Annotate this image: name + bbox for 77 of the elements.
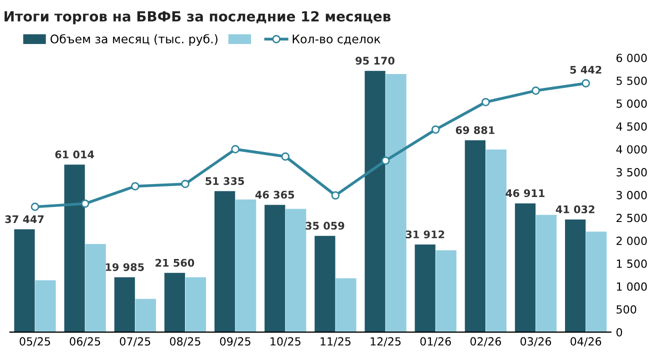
point <box>431 125 440 134</box>
bar <box>264 204 286 332</box>
y2-tick-label: 6 000 <box>616 54 647 62</box>
y2-tick-label: 1 500 <box>616 260 647 268</box>
bar <box>14 229 35 332</box>
point <box>80 199 90 208</box>
x-tick-label: 03/26 <box>520 337 552 346</box>
y2-tick-label: 5 500 <box>616 76 647 86</box>
bar <box>135 298 156 332</box>
bar <box>514 203 536 332</box>
bar <box>85 244 106 332</box>
bar <box>314 236 336 332</box>
x-tick-label: 09/25 <box>220 337 250 346</box>
data-label: 46 365 <box>255 190 294 199</box>
data-label: 61 014 <box>55 150 94 158</box>
data-label: 95 170 <box>356 56 394 65</box>
bar <box>236 200 256 332</box>
point <box>181 180 190 188</box>
data-label: 51 335 <box>206 177 244 185</box>
bar <box>64 164 85 332</box>
y2-tick-label: 2 500 <box>616 214 647 222</box>
y2-tick-label: 3 500 <box>616 168 647 176</box>
data-label: 69 881 <box>456 126 494 134</box>
bar <box>286 208 306 332</box>
y2-tick-label: 500 <box>616 305 636 314</box>
x-tick-label: 07/25 <box>120 337 150 346</box>
point <box>130 182 140 190</box>
point <box>331 191 340 200</box>
y2-tick-label: 0 <box>616 328 622 336</box>
bar <box>214 191 236 332</box>
data-label: 21 560 <box>156 258 194 267</box>
bar <box>464 140 486 332</box>
point <box>281 152 290 161</box>
data-label: 19 985 <box>106 263 144 272</box>
x-tick-label: 08/25 <box>170 337 200 346</box>
point <box>381 156 390 165</box>
y2-tick-label: 4 000 <box>616 145 647 154</box>
legend-label: Кол-во сделок <box>292 34 380 45</box>
bar <box>336 278 356 332</box>
bar <box>35 280 56 332</box>
data-label: 41 032 <box>556 205 594 214</box>
x-tick-label: 12/25 <box>370 337 401 346</box>
y2-tick-label: 4 500 <box>616 122 647 131</box>
x-tick-label: 04/26 <box>570 337 602 346</box>
data-label: 46 911 <box>506 189 544 198</box>
bar <box>414 244 436 332</box>
bar <box>565 219 586 332</box>
point <box>482 98 490 106</box>
x-tick-label: 06/25 <box>70 337 100 346</box>
x-tick-label: 05/25 <box>20 337 50 346</box>
bar <box>164 272 186 332</box>
bar <box>114 277 135 332</box>
data-label: 35 059 <box>306 222 344 230</box>
data-label: 5 442 <box>570 66 602 74</box>
y2-tick-label: 1 000 <box>616 282 647 291</box>
x-tick-label: 02/26 <box>470 337 501 346</box>
x-tick-label: 10/25 <box>270 337 300 346</box>
bar <box>386 74 406 332</box>
data-label: 37 447 <box>5 215 44 224</box>
y2-tick-label: 5 000 <box>616 99 647 108</box>
bar <box>364 70 386 332</box>
y2-tick-label: 2 000 <box>616 236 647 246</box>
x-tick-label: 01/26 <box>420 337 451 346</box>
x-tick-label: 11/25 <box>320 337 350 346</box>
bar <box>436 250 456 332</box>
point <box>231 145 240 154</box>
data-label: 31 912 <box>406 230 444 238</box>
bar <box>486 150 507 332</box>
bar <box>185 277 206 332</box>
bar <box>586 232 607 332</box>
bar <box>536 214 557 332</box>
point <box>532 86 540 95</box>
point <box>30 202 40 211</box>
y2-tick-label: 3 000 <box>616 190 647 200</box>
point <box>582 79 590 88</box>
chart-title: Итоги торгов на БВФБ за последние 12 месяцев <box>4 11 391 24</box>
legend-label: Объем за месяц (тыс. руб.) <box>50 34 218 46</box>
